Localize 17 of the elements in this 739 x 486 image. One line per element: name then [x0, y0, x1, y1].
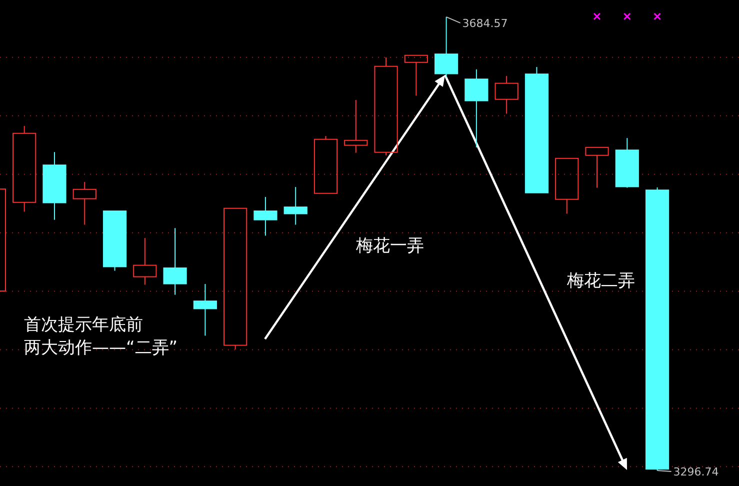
candlestick	[163, 228, 187, 296]
candlestick	[464, 68, 488, 148]
annotation: 梅花二弄	[566, 271, 635, 291]
candlestick	[12, 125, 36, 212]
annotation: 两大动作——“二弄”	[24, 338, 178, 358]
annotation: 梅花一弄	[355, 236, 424, 256]
candlestick	[133, 238, 157, 286]
candlestick	[254, 196, 278, 236]
annotation: 3684.57	[462, 16, 508, 30]
candlestick	[494, 76, 518, 114]
text: 3296.74	[673, 466, 719, 478]
candlestick	[344, 100, 368, 154]
candlestick	[193, 284, 217, 336]
candlestick	[42, 152, 66, 220]
annotation: 首次提示年底前	[24, 315, 143, 335]
candlestick	[284, 186, 308, 226]
candlestick	[72, 182, 96, 226]
